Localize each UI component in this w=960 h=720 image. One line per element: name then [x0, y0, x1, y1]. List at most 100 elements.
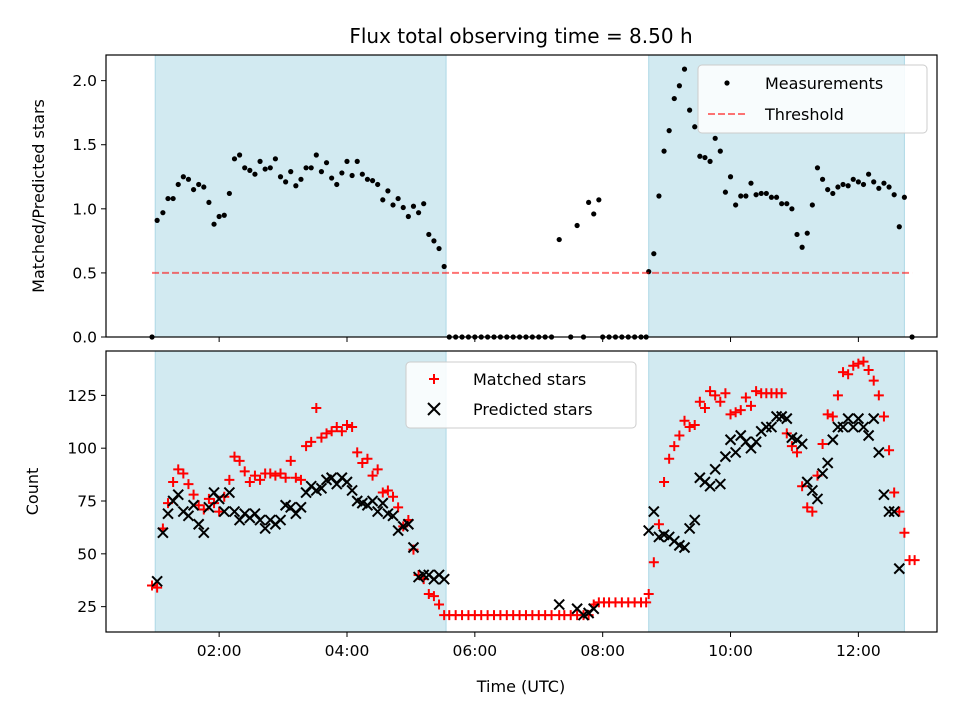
matched-point [280, 472, 291, 483]
measurement-point [886, 184, 892, 190]
predicted-point [366, 495, 379, 507]
y-tick-label: 0.0 [72, 329, 97, 347]
matched-point [751, 386, 762, 397]
matched-point [705, 386, 716, 397]
measurement-point [825, 186, 831, 193]
matched-point [372, 464, 383, 475]
x-tick-label: 04:00 [325, 642, 370, 660]
measurement-point [380, 197, 386, 203]
measurement-point [364, 176, 371, 182]
x-tick-label: 06:00 [453, 642, 498, 660]
measurement-point [799, 244, 805, 250]
measurement-point [395, 195, 401, 202]
measurement-point [891, 192, 897, 198]
matched-point [715, 396, 726, 407]
measurement-point [201, 184, 207, 190]
predicted-point [417, 569, 430, 581]
matched-point [290, 472, 301, 483]
measurement-point [855, 179, 861, 185]
predicted-point [678, 541, 691, 554]
measurement-point [165, 195, 171, 202]
predicted-point [213, 493, 225, 505]
matched-point [848, 360, 859, 371]
observing-window-1 [154, 54, 447, 338]
matched-point [321, 428, 332, 439]
measurement-point [819, 176, 826, 182]
measurement-point [758, 190, 764, 197]
predicted-point [151, 575, 163, 588]
measurement-point [814, 165, 821, 171]
predicted-point [873, 446, 885, 459]
predicted-point [719, 450, 732, 463]
matched-point [244, 476, 255, 487]
matched-point [674, 430, 685, 441]
matched-point [234, 455, 245, 466]
predicted-point [842, 412, 854, 425]
matched-point [643, 588, 654, 599]
matched-point [224, 474, 235, 485]
predicted-point [341, 476, 353, 488]
matched-point [822, 409, 833, 420]
count-panel: 25 50 75 100 125 02:00 04:00 06:00 08:00 10:00 12:… [23, 350, 938, 660]
y-axis-label: Count [23, 468, 42, 516]
matched-point [786, 441, 797, 452]
matched-point [735, 405, 746, 416]
measurement-point [277, 174, 284, 180]
matched-point [295, 474, 306, 485]
matched-point [694, 396, 705, 407]
measurement-point [288, 169, 294, 175]
measurement-point [154, 217, 160, 223]
predicted-point [827, 434, 839, 446]
measurement-point [556, 236, 562, 243]
matched-point [838, 367, 849, 378]
predicted-point [729, 446, 742, 459]
measurement-point [784, 201, 790, 207]
measurement-point [773, 194, 780, 200]
predicted-point [760, 421, 773, 433]
predicted-point [724, 434, 737, 446]
legend-label-predicted: Predicted stars [473, 400, 593, 419]
measurement-point [779, 201, 785, 207]
measurement-point [727, 174, 734, 180]
predicted-point [883, 505, 895, 518]
measurement-point [262, 166, 268, 172]
matched-point [889, 487, 900, 498]
predicted-point [218, 505, 230, 518]
measurement-point [697, 153, 703, 159]
matched-point [776, 388, 787, 399]
matched-point [214, 506, 225, 517]
matched-point [341, 419, 352, 430]
predicted-point [689, 514, 701, 526]
measurement-point [901, 194, 907, 200]
predicted-point [857, 421, 870, 433]
measurement-point [339, 170, 345, 176]
matched-point [203, 493, 214, 504]
matched-point [152, 582, 163, 593]
matched-point [909, 555, 920, 566]
ratio-panel: 0.0 0.5 1.0 1.5 2.0 Matched/Predicted stars Me… [29, 54, 938, 347]
y-tick-label: 50 [77, 545, 97, 563]
matched-point [362, 453, 373, 464]
measurement-point [308, 165, 314, 171]
predicted-point [162, 507, 174, 520]
matched-point [183, 479, 194, 490]
measurement-point [190, 186, 197, 193]
measurement-point [334, 181, 340, 188]
matched-point [311, 403, 322, 414]
measurement-point [375, 181, 381, 188]
predicted-point [832, 421, 844, 433]
measurement-point [794, 231, 800, 238]
matched-point [316, 432, 327, 443]
measurement-point [385, 188, 391, 194]
matched-point [382, 485, 393, 496]
predicted-point [878, 488, 890, 501]
predicted-point [704, 480, 716, 492]
predicted-point [781, 412, 793, 425]
measurement-point [845, 183, 851, 189]
measurement-point [763, 190, 769, 197]
measurement-point [231, 156, 238, 162]
measurement-point [354, 158, 360, 164]
predicted-point [714, 478, 727, 490]
matched-point [434, 599, 445, 610]
legend-box [697, 64, 928, 134]
